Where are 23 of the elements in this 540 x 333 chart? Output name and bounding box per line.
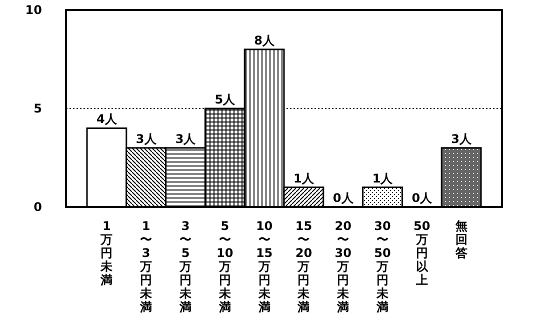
x-tick-label: 無回答	[454, 219, 468, 260]
x-tick-label: 15〜20万円未満	[295, 219, 312, 314]
data-label: 8人	[254, 33, 276, 48]
data-label: 3人	[136, 132, 158, 146]
data-label: 1人	[372, 171, 394, 186]
data-label: 0人	[412, 191, 434, 205]
x-tick-label: 1〜3万円未満	[139, 219, 154, 314]
x-tick-label: 3〜5万円未満	[178, 219, 192, 314]
data-label: 5人	[214, 92, 236, 106]
y-tick-label: 0	[34, 200, 42, 214]
x-tick-label: 20〜30万円未満	[334, 219, 352, 314]
data-label: 3人	[451, 132, 472, 146]
x-tick-label: 50万円以上	[414, 219, 430, 287]
data-label: 4人	[96, 112, 118, 126]
data-label: 1人	[294, 171, 315, 186]
x-tick-label: 30〜50万円未満	[374, 219, 391, 314]
y-tick-label: 5	[34, 102, 42, 116]
data-label: 0人	[332, 191, 354, 205]
x-tick-label: 5〜10万円未満	[216, 219, 234, 314]
y-tick-label: 10	[25, 3, 42, 18]
data-label: 3人	[175, 132, 197, 146]
x-tick-label: 10〜15万円未満	[256, 219, 273, 314]
x-tick-label: 1万円未満	[100, 219, 114, 287]
